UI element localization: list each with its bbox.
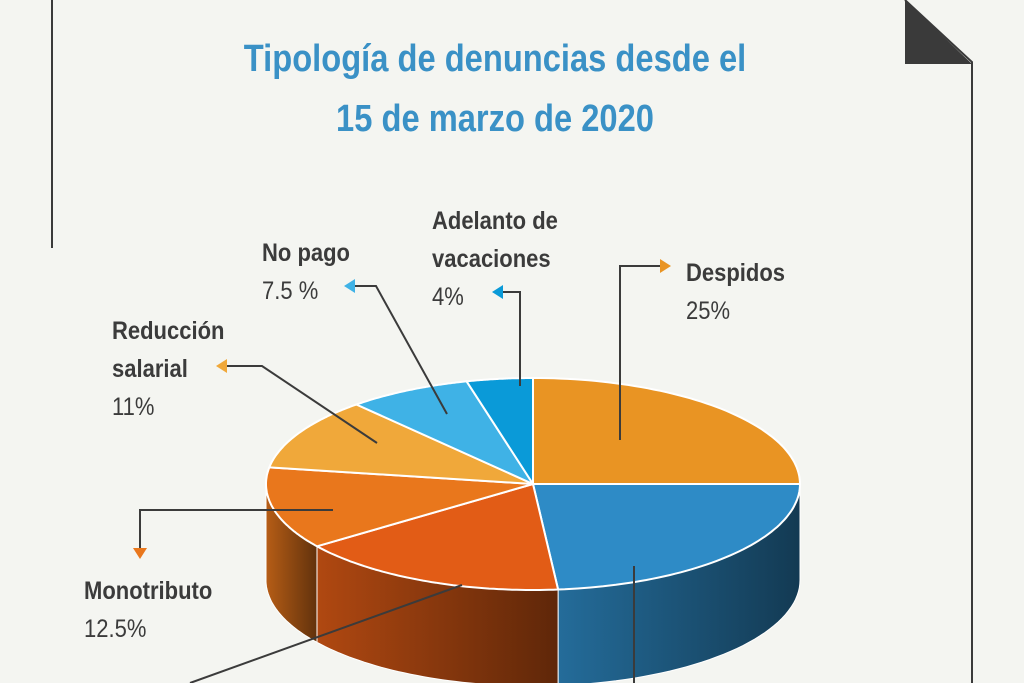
leader-line-slice-4 xyxy=(227,365,378,444)
slice-label-6: Adelanto de vacaciones 4% xyxy=(432,202,558,316)
slice-label-5: No pago 7.5 % xyxy=(262,234,350,310)
slice-name: salarial xyxy=(112,355,188,383)
slice-value: 25% xyxy=(686,297,731,325)
leader-line-slice-3 xyxy=(139,509,333,548)
slice-value: 11% xyxy=(112,393,155,421)
slice-label-0: Despidos 25% xyxy=(686,254,785,330)
pie-slice-4 xyxy=(268,403,534,485)
arrow-icon xyxy=(216,359,227,373)
arrow-icon xyxy=(492,285,503,299)
pie-slice-0 xyxy=(532,377,801,485)
chart-title-line-2: 15 de marzo de 2020 xyxy=(336,98,654,140)
pie-top xyxy=(265,377,801,591)
page-fold-corner xyxy=(905,0,972,64)
slice-value: 7.5 % xyxy=(262,277,319,305)
slice-name: Monotributo xyxy=(84,577,213,605)
leader-lines xyxy=(133,259,671,683)
arrow-icon xyxy=(660,259,671,273)
pie-slice-5 xyxy=(355,380,534,485)
leader-line-slice-0 xyxy=(619,265,660,440)
pie-slice-1 xyxy=(532,483,801,591)
slice-name: Adelanto de xyxy=(432,207,558,235)
slice-name: No pago xyxy=(262,239,350,267)
slice-value: 12.5% xyxy=(84,615,147,643)
slice-name: Despidos xyxy=(686,259,786,287)
leader-line-slice-5 xyxy=(355,285,448,415)
arrow-icon xyxy=(344,279,355,293)
arrow-icon xyxy=(133,548,147,559)
slice-label-4: Reducción salarial 11% xyxy=(112,312,224,426)
page-frame xyxy=(51,0,973,683)
pie-slice-6 xyxy=(465,377,534,485)
slice-label-3: Monotributo 12.5% xyxy=(84,572,212,648)
page-frame-right-edge xyxy=(904,0,973,683)
leader-line-slice-2 xyxy=(189,584,463,683)
leader-line-slice-6 xyxy=(503,291,521,386)
pie-slice-3 xyxy=(265,466,534,548)
slice-name: Reducción xyxy=(112,317,225,345)
pie-slice-2 xyxy=(316,483,560,591)
chart-title-line-1: Tipología de denuncias desde el xyxy=(243,38,747,80)
slice-name: vacaciones xyxy=(432,245,551,273)
slice-value: 4% xyxy=(432,283,464,311)
